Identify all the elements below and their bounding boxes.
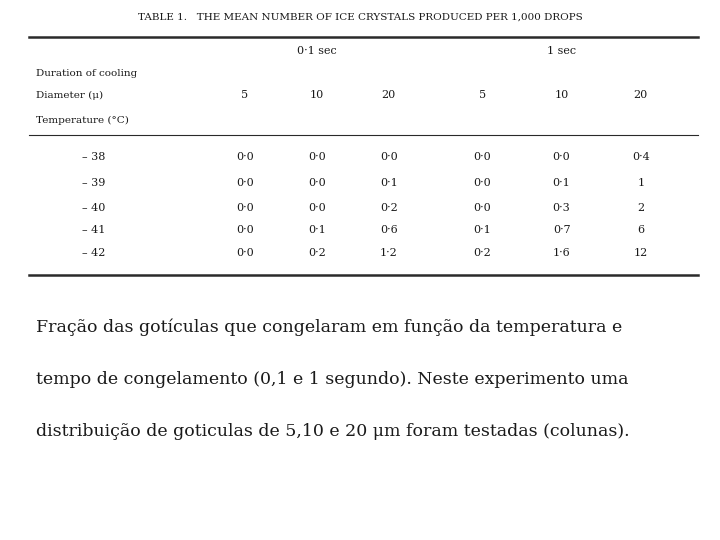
Text: 0·0: 0·0 [474,178,491,187]
Text: 5: 5 [479,91,486,100]
Text: 0·1: 0·1 [380,178,397,187]
Text: Diameter (μ): Diameter (μ) [36,91,103,100]
Text: 0·0: 0·0 [236,203,253,213]
Text: 0·0: 0·0 [474,203,491,213]
Text: Temperature (°C): Temperature (°C) [36,116,129,125]
Text: 0·1: 0·1 [553,178,570,187]
Text: 0·0: 0·0 [308,152,325,162]
Text: 0·2: 0·2 [308,248,325,258]
Text: 2: 2 [637,203,644,213]
Text: 0·2: 0·2 [474,248,491,258]
Text: tempo de congelamento (0,1 e 1 segundo). Neste experimento uma: tempo de congelamento (0,1 e 1 segundo).… [36,371,629,388]
Text: 0·1 sec: 0·1 sec [297,45,337,56]
Text: TABLE 1.   THE MEAN NUMBER OF ICE CRYSTALS PRODUCED PER 1,000 DROPS: TABLE 1. THE MEAN NUMBER OF ICE CRYSTALS… [138,12,582,22]
Text: 0·1: 0·1 [474,225,491,235]
Text: 12: 12 [634,248,648,258]
Text: 0·4: 0·4 [632,152,649,162]
Text: – 42: – 42 [82,248,105,258]
Text: 0·0: 0·0 [236,152,253,162]
Text: 0·0: 0·0 [236,178,253,187]
Text: 1·6: 1·6 [553,248,570,258]
Text: 1: 1 [637,178,644,187]
Text: 10: 10 [310,91,324,100]
Text: – 38: – 38 [82,152,105,162]
Text: 0·0: 0·0 [553,152,570,162]
Text: 0·0: 0·0 [474,152,491,162]
Text: 20: 20 [634,91,648,100]
Text: 0·0: 0·0 [308,178,325,187]
Text: 0·0: 0·0 [380,152,397,162]
Text: 0·1: 0·1 [308,225,325,235]
Text: 20: 20 [382,91,396,100]
Text: 0·7: 0·7 [553,225,570,235]
Text: Duration of cooling: Duration of cooling [36,69,138,78]
Text: 10: 10 [554,91,569,100]
Text: Fração das gotículas que congelaram em função da temperatura e: Fração das gotículas que congelaram em f… [36,319,622,336]
Text: 0·2: 0·2 [380,203,397,213]
Text: 1 sec: 1 sec [547,45,576,56]
Text: 5: 5 [241,91,248,100]
Text: 0·0: 0·0 [236,248,253,258]
Text: – 39: – 39 [82,178,105,187]
Text: – 41: – 41 [82,225,105,235]
Text: 6: 6 [637,225,644,235]
Text: distribuição de goticulas de 5,10 e 20 μm foram testadas (colunas).: distribuição de goticulas de 5,10 e 20 μ… [36,423,629,440]
Text: 1·2: 1·2 [380,248,397,258]
Text: 0·0: 0·0 [236,225,253,235]
Text: 0·6: 0·6 [380,225,397,235]
Text: 0·3: 0·3 [553,203,570,213]
Text: – 40: – 40 [82,203,105,213]
Text: 0·0: 0·0 [308,203,325,213]
